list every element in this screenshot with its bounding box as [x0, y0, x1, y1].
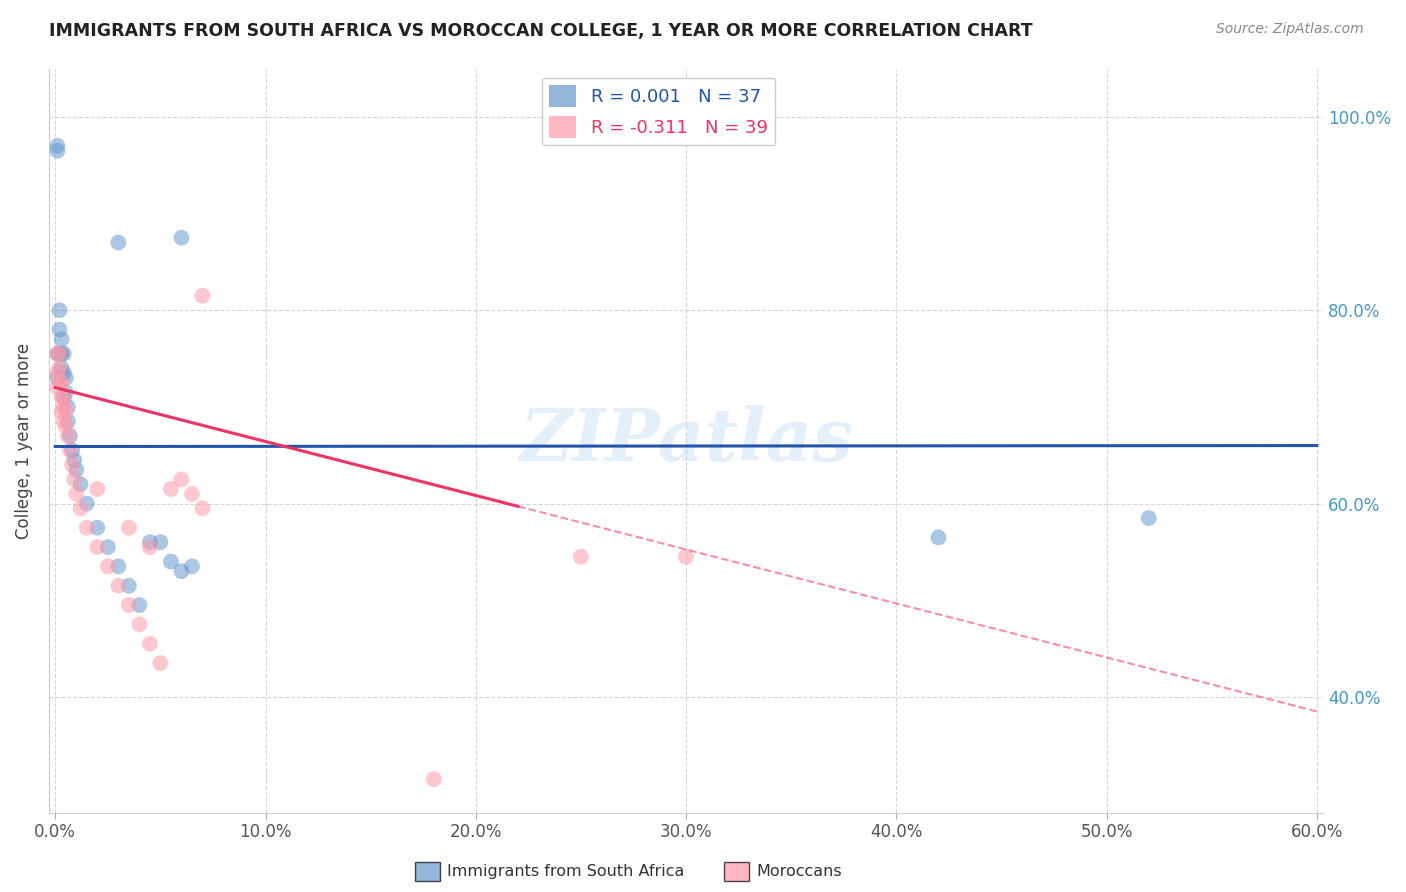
- Point: [48, 322, 70, 336]
- Point: [76, 497, 98, 511]
- Point: [675, 549, 697, 564]
- Point: [56, 429, 79, 443]
- Point: [97, 559, 120, 574]
- Point: [59, 443, 82, 458]
- Point: [149, 535, 172, 549]
- Point: [55, 371, 77, 385]
- Point: [128, 598, 150, 612]
- Point: [48, 376, 70, 390]
- Legend: R = 0.001   N = 37, R = -0.311   N = 39: R = 0.001 N = 37, R = -0.311 N = 39: [543, 78, 775, 145]
- Point: [422, 772, 444, 786]
- Y-axis label: College, 1 year or more: College, 1 year or more: [15, 343, 32, 539]
- Point: [86, 482, 108, 496]
- Point: [69, 501, 91, 516]
- Point: [52, 390, 75, 404]
- Point: [927, 530, 949, 544]
- Point: [52, 347, 75, 361]
- Point: [46, 139, 69, 153]
- Text: IMMIGRANTS FROM SOUTH AFRICA VS MOROCCAN COLLEGE, 1 YEAR OR MORE CORRELATION CHA: IMMIGRANTS FROM SOUTH AFRICA VS MOROCCAN…: [49, 22, 1033, 40]
- Point: [48, 347, 70, 361]
- Point: [60, 458, 83, 472]
- Point: [149, 656, 172, 670]
- Point: [181, 487, 204, 501]
- Point: [128, 617, 150, 632]
- Point: [63, 472, 86, 486]
- Point: [86, 540, 108, 554]
- Point: [55, 385, 77, 400]
- Point: [55, 419, 77, 434]
- Point: [46, 144, 69, 158]
- Point: [65, 463, 87, 477]
- Point: [191, 289, 214, 303]
- Point: [86, 521, 108, 535]
- Point: [51, 405, 73, 419]
- Point: [46, 371, 69, 385]
- Point: [55, 405, 77, 419]
- Point: [51, 361, 73, 376]
- Point: [107, 579, 129, 593]
- Point: [170, 472, 193, 486]
- Point: [46, 347, 69, 361]
- Point: [107, 235, 129, 250]
- Point: [139, 637, 162, 651]
- Point: [63, 453, 86, 467]
- Text: Moroccans: Moroccans: [756, 864, 842, 879]
- Point: [170, 564, 193, 578]
- Point: [52, 414, 75, 428]
- Point: [48, 361, 70, 376]
- Point: [65, 487, 87, 501]
- Point: [191, 501, 214, 516]
- Point: [139, 540, 162, 554]
- Point: [52, 400, 75, 414]
- Point: [46, 366, 69, 380]
- Point: [569, 549, 592, 564]
- Point: [160, 555, 183, 569]
- Text: ZIPatlas: ZIPatlas: [519, 405, 853, 476]
- Point: [51, 347, 73, 361]
- Point: [107, 559, 129, 574]
- Point: [118, 598, 141, 612]
- Point: [69, 477, 91, 491]
- Text: Immigrants from South Africa: Immigrants from South Africa: [447, 864, 685, 879]
- Point: [56, 414, 79, 428]
- Point: [48, 347, 70, 361]
- Point: [46, 380, 69, 394]
- Point: [51, 376, 73, 390]
- Point: [60, 443, 83, 458]
- Point: [52, 366, 75, 380]
- Point: [139, 535, 162, 549]
- Point: [51, 332, 73, 346]
- Point: [170, 230, 193, 244]
- Point: [52, 390, 75, 404]
- Point: [181, 559, 204, 574]
- Point: [1137, 511, 1160, 525]
- Point: [97, 540, 120, 554]
- Point: [51, 390, 73, 404]
- Point: [59, 429, 82, 443]
- Point: [56, 400, 79, 414]
- Point: [118, 579, 141, 593]
- Text: Source: ZipAtlas.com: Source: ZipAtlas.com: [1216, 22, 1364, 37]
- Point: [76, 521, 98, 535]
- Point: [160, 482, 183, 496]
- Point: [46, 347, 69, 361]
- Point: [118, 521, 141, 535]
- Point: [48, 303, 70, 318]
